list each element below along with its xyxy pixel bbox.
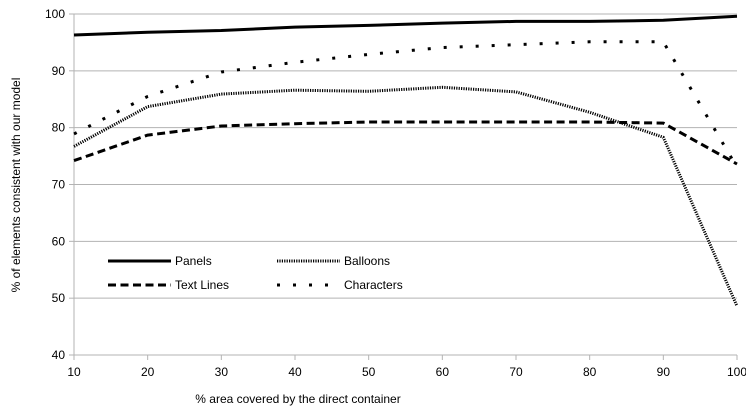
legend-label-panels: Panels <box>175 254 212 268</box>
series-line-panels <box>73 14 738 37</box>
series-characters <box>73 40 739 169</box>
series-line-characters <box>73 40 739 169</box>
legend-item-characters: Characters <box>277 278 403 292</box>
series-text-lines <box>73 120 738 166</box>
y-axis-ticks: 40 50 60 70 80 90 100 <box>45 7 74 362</box>
x-axis-title: % area covered by the direct container <box>195 392 400 406</box>
x-tick-label-80: 80 <box>583 365 597 379</box>
x-tick-label-30: 30 <box>215 365 229 379</box>
series-line-text-lines <box>73 120 738 166</box>
legend-label-characters: Characters <box>344 278 403 292</box>
y-tick-label-100: 100 <box>45 7 65 21</box>
legend: Panels Balloons Text Lines Characters <box>108 254 403 292</box>
y-tick-label-80: 80 <box>52 121 66 135</box>
series-balloons <box>73 85 739 307</box>
legend-label-text-lines: Text Lines <box>175 278 229 292</box>
x-tick-label-90: 90 <box>657 365 671 379</box>
y-tick-label-60: 60 <box>52 234 66 248</box>
x-tick-label-60: 60 <box>436 365 450 379</box>
gridlines <box>74 13 737 356</box>
series-layer <box>73 14 739 307</box>
series-line-balloons <box>73 85 739 307</box>
y-tick-label-90: 90 <box>52 64 66 78</box>
y-tick-label-40: 40 <box>52 348 66 362</box>
y-axis-title: % of elements consistent with our model <box>9 78 23 293</box>
x-tick-label-20: 20 <box>141 365 155 379</box>
x-axis-ticks: 10 20 30 40 50 60 70 80 90 100 <box>67 355 746 379</box>
legend-item-text-lines: Text Lines <box>108 278 229 292</box>
y-tick-label-70: 70 <box>52 178 66 192</box>
x-tick-label-100: 100 <box>727 365 746 379</box>
y-tick-label-50: 50 <box>52 291 66 305</box>
x-tick-label-50: 50 <box>362 365 376 379</box>
legend-item-panels: Panels <box>108 254 212 268</box>
legend-item-balloons: Balloons <box>277 254 390 268</box>
legend-label-balloons: Balloons <box>344 254 390 268</box>
series-panels <box>73 14 738 37</box>
x-tick-label-70: 70 <box>509 365 523 379</box>
x-tick-label-40: 40 <box>288 365 302 379</box>
x-tick-label-10: 10 <box>67 365 81 379</box>
